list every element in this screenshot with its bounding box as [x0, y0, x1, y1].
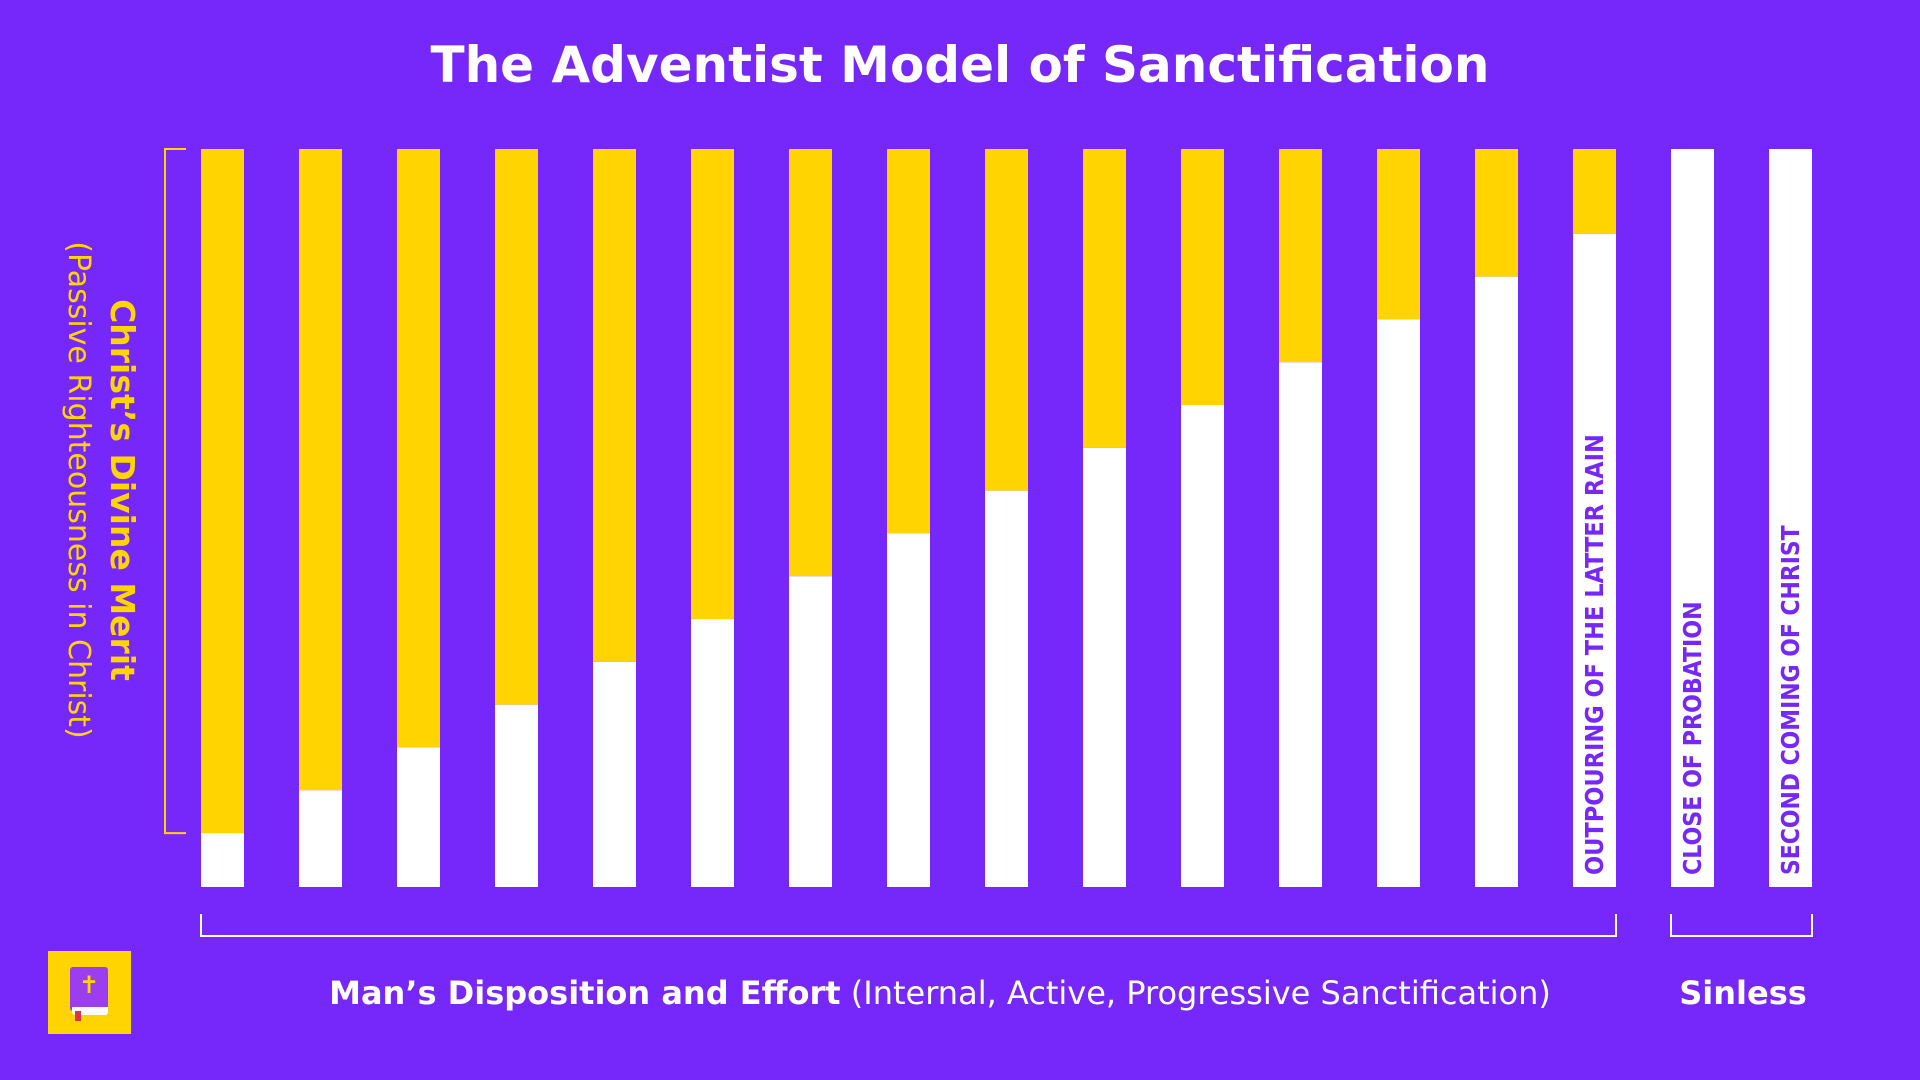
- y-axis-label-sub: (Passive Righteousness in Christ): [61, 241, 96, 739]
- x-axis-label-sub: (Internal, Active, Progressive Sanctific…: [840, 974, 1551, 1012]
- bar-label-15: OUTPOURING OF THE LATTER RAIN: [1580, 434, 1609, 875]
- book-pages: [72, 1007, 108, 1015]
- effort-bar-7: [789, 576, 832, 887]
- effort-bar-14: [1475, 276, 1518, 887]
- effort-bar-10: [1083, 447, 1126, 887]
- effort-bar-16: [1671, 149, 1714, 887]
- effort-bar-3: [397, 747, 440, 887]
- book-shape: [70, 967, 108, 1011]
- effort-bar-9: [985, 490, 1028, 887]
- bar-label-16: CLOSE OF PROBATION: [1678, 601, 1707, 875]
- bar-label-17: SECOND COMING OF CHRIST: [1776, 525, 1805, 875]
- sinless-bracket: [1670, 914, 1813, 937]
- effort-bar-17: [1769, 149, 1812, 887]
- sinless-label: Sinless: [1679, 974, 1807, 1012]
- cross-glyph: ✝: [78, 971, 100, 999]
- chart-title: The Adventist Model of Sanctification: [430, 36, 1490, 94]
- effort-bar-1: [201, 833, 244, 887]
- merit-bar-13: [1377, 149, 1420, 320]
- merit-bar-1: [201, 149, 244, 834]
- merit-bar-6: [691, 149, 734, 620]
- effort-bar-15: [1573, 233, 1616, 887]
- x-axis-label-main: Man’s Disposition and Effort: [329, 974, 841, 1012]
- merit-bar-14: [1475, 149, 1518, 277]
- effort-bar-6: [691, 619, 734, 887]
- merit-bar-11: [1181, 149, 1224, 406]
- merit-bar-8: [887, 149, 930, 534]
- effort-bar-5: [593, 661, 636, 887]
- effort-bar-13: [1377, 319, 1420, 887]
- merit-bar-3: [397, 149, 440, 748]
- y-axis-label: Christ’s Divine Merit (Passive Righteous…: [56, 241, 144, 739]
- merit-bar-4: [495, 149, 538, 705]
- effort-bar-12: [1279, 362, 1322, 888]
- merit-bar-5: [593, 149, 636, 662]
- effort-bar-8: [887, 533, 930, 887]
- y-axis-label-main: Christ’s Divine Merit: [103, 299, 142, 681]
- book-ribbon: [75, 1011, 81, 1021]
- merit-bar-2: [299, 149, 342, 791]
- effort-bar-4: [495, 704, 538, 887]
- merit-bar-10: [1083, 149, 1126, 448]
- merit-bracket: [164, 148, 186, 835]
- x-axis-label: Man’s Disposition and Effort (Internal, …: [329, 974, 1551, 1012]
- merit-bar-7: [789, 149, 832, 577]
- bible-cross-icon: ✝: [48, 951, 131, 1034]
- effort-bar-11: [1181, 405, 1224, 887]
- effort-bracket: [200, 914, 1617, 937]
- merit-bar-9: [985, 149, 1028, 491]
- merit-bar-15: [1573, 149, 1616, 234]
- merit-bar-12: [1279, 149, 1322, 363]
- effort-bar-2: [299, 790, 342, 887]
